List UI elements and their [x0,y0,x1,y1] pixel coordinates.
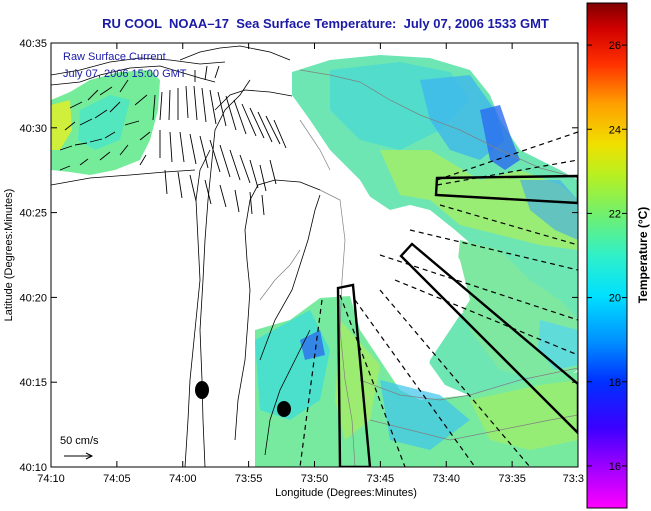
colorbar-tick-label: 18 [609,377,621,389]
x-axis-label: Longitude (Degrees:Minutes) [275,487,417,499]
y-tick-label: 40:20 [19,292,47,304]
x-tick-label: 73:55 [235,473,263,485]
colorbar [586,2,628,509]
colorbar-tick-label: 20 [609,293,621,305]
map-title: RU COOL NOAA–17 Sea Surface Temperature:… [102,16,549,31]
x-tick-label: 73:50 [301,473,329,485]
colorbar-tick-label: 22 [609,208,621,220]
y-tick-label: 40:10 [19,462,47,474]
colorbar-tick-label: 24 [609,124,621,136]
y-tick-label: 40:15 [19,377,47,389]
y-tick-label: 40:30 [19,123,47,135]
x-tick-label: 74:00 [169,473,197,485]
x-tick-label: 73:45 [367,473,395,485]
coastline-contours [51,45,321,467]
legend-current-label: Raw Surface Current [63,51,166,63]
y-tick-label: 40:35 [19,38,47,50]
x-axis-ticks: 74:10 74:05 74:00 73:55 73:50 73:45 73:40 73:35… [37,43,584,485]
bathymetry-contours [259,69,578,467]
colorbar-ticks: 26 24 22 20 18 16 [587,40,627,473]
transect-lines [299,131,578,467]
y-axis-label: Latitude (Degrees:Minutes) [3,189,15,322]
x-tick-label: 73:35 [498,473,526,485]
colorbar-label: Temperature (°C) [636,207,650,304]
x-tick-label: 74:10 [37,473,65,485]
legend-current-date: July 07, 2006 15:00 GMT [63,68,187,80]
colorbar-tick-label: 26 [609,40,621,52]
station-marker-1 [195,381,209,399]
scale-arrow-icon [64,452,94,460]
x-tick-label: 73:40 [432,473,460,485]
surface-current-arrows [59,65,287,216]
y-tick-label: 40:25 [19,208,47,220]
y-axis-ticks: 40:35 40:30 40:25 40:20 40:15 40:10 [19,38,578,474]
scale-arrow-label: 50 cm/s [60,435,99,447]
colorbar-tick-label: 16 [609,461,621,473]
x-tick-label: 73:3 [563,473,584,485]
map-plot-area: Raw Surface Current July 07, 2006 15:00 … [51,43,578,467]
station-marker-2 [277,401,291,417]
survey-boxes [336,174,578,467]
x-tick-label: 74:05 [103,473,131,485]
